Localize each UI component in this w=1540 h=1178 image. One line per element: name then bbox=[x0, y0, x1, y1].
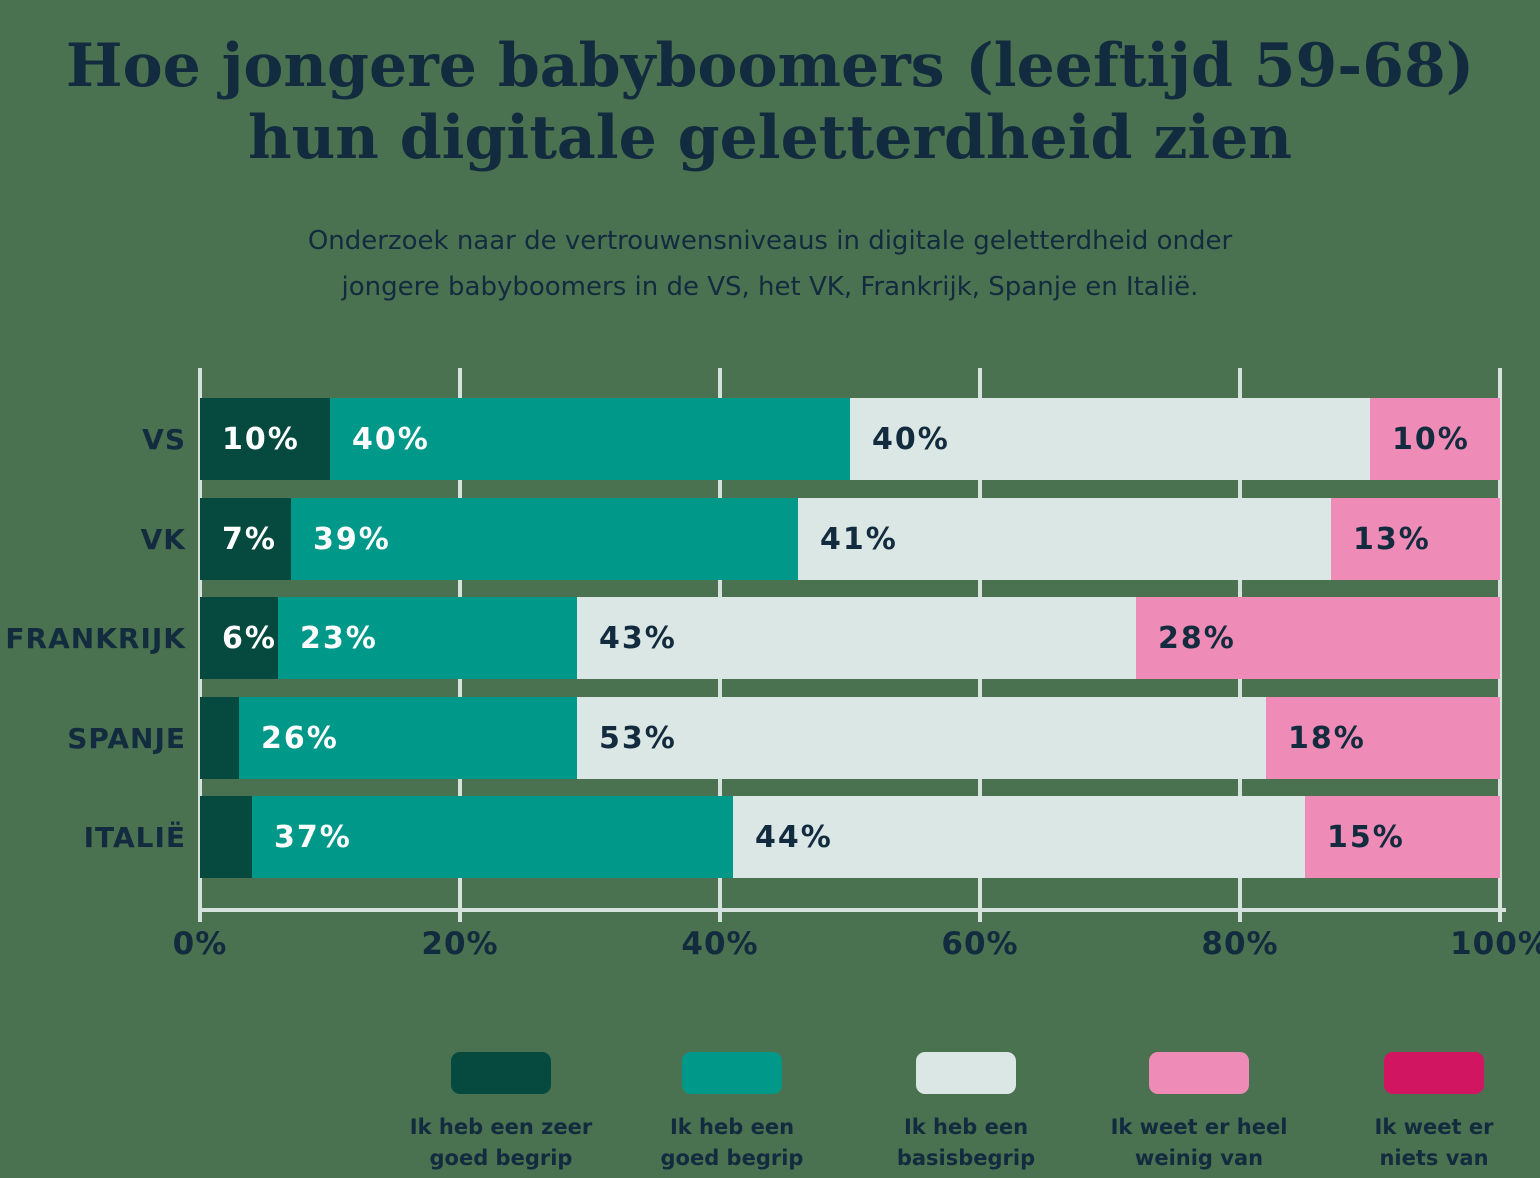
legend-item-2: Ik heb een goed begrip bbox=[607, 1052, 857, 1174]
legend-label-line2: weinig van bbox=[1134, 1146, 1264, 1170]
chart-subtitle-line2: jongere babyboomers in de VS, het VK, Fr… bbox=[341, 272, 1199, 302]
bar-segment: 23% bbox=[278, 597, 577, 679]
bar-segment-label: 6% bbox=[222, 620, 277, 656]
legend-label-line1: Ik weet er heel bbox=[1110, 1115, 1288, 1139]
legend-label-line2: basisbegrip bbox=[896, 1146, 1036, 1170]
legend-label-line2: goed begrip bbox=[429, 1146, 573, 1170]
legend-label-2: Ik heb een goed begrip bbox=[661, 1112, 804, 1174]
bar-segment-label: 10% bbox=[222, 421, 300, 457]
row-label-frankrijk: FRANKRIJK bbox=[5, 621, 186, 655]
bar-row-italië: 37% 44% 15% bbox=[200, 796, 1500, 878]
gridline-100 bbox=[1498, 368, 1502, 908]
bar-segment: 13% bbox=[1331, 498, 1500, 580]
bar-row-vk: 7% 39% 41% 13% bbox=[200, 498, 1500, 580]
legend-item-3: Ik heb een basisbegrip bbox=[841, 1052, 1091, 1174]
legend-label-line1: Ik heb een zeer bbox=[409, 1115, 593, 1139]
bar-segment: 18% bbox=[1266, 697, 1500, 779]
bar-segment: 40% bbox=[850, 398, 1370, 480]
axis-tick-label-80: 80% bbox=[1201, 926, 1279, 962]
chart-title-line2: hun digitale geletterdheid zien bbox=[247, 103, 1293, 173]
legend-label-line2: niets van bbox=[1379, 1146, 1489, 1170]
bar-segment-label: 40% bbox=[352, 421, 430, 457]
bar-segment-label: 13% bbox=[1353, 521, 1431, 557]
legend-label-3: Ik heb een basisbegrip bbox=[897, 1112, 1035, 1174]
chart-subtitle-line1: Onderzoek naar de vertrouwensniveaus in … bbox=[307, 226, 1233, 256]
legend-label-5: Ik weet er niets van bbox=[1375, 1112, 1494, 1174]
axis-tick-0 bbox=[198, 908, 202, 922]
legend-item-5: Ik weet er niets van bbox=[1309, 1052, 1540, 1174]
plot-area: 0% 20% 40% 60% 80% 100% 10% 40% 40% 10% 7% 39% 41% 13… bbox=[173, 368, 1540, 962]
bar-segment: 6% bbox=[200, 597, 278, 679]
row-label-vk: VK bbox=[140, 522, 186, 556]
bar-segment: 40% bbox=[330, 398, 850, 480]
bar-segment: 39% bbox=[291, 498, 798, 580]
bar-segment bbox=[200, 796, 252, 878]
legend-label-line1: Ik heb een bbox=[903, 1115, 1029, 1139]
legend-label-line1: Ik heb een bbox=[669, 1115, 795, 1139]
bar-segment-label: 44% bbox=[755, 819, 833, 855]
legend-swatch-4 bbox=[1149, 1052, 1249, 1094]
bar-segment: 10% bbox=[1370, 398, 1500, 480]
bar-segment: 7% bbox=[200, 498, 291, 580]
legend-item-1: Ik heb een zeer goed begrip bbox=[376, 1052, 626, 1174]
axis-tick-label-60: 60% bbox=[941, 926, 1019, 962]
bar-segment-label: 10% bbox=[1392, 421, 1470, 457]
axis-tick-80 bbox=[1238, 908, 1242, 922]
bar-row-spanje: 26% 53% 18% bbox=[200, 697, 1500, 779]
bar-segment bbox=[200, 697, 239, 779]
bar-segment-label: 15% bbox=[1327, 819, 1405, 855]
bar-segment: 41% bbox=[798, 498, 1331, 580]
bar-segment: 26% bbox=[239, 697, 577, 779]
row-label-italië: ITALIË bbox=[83, 820, 186, 854]
bar-segment: 44% bbox=[733, 796, 1305, 878]
axis-tick-label-100: 100% bbox=[1450, 926, 1540, 962]
row-label-spanje: SPANJE bbox=[67, 721, 186, 755]
row-label-vs: VS bbox=[142, 422, 186, 456]
bar-segment-label: 23% bbox=[300, 620, 378, 656]
bar-segment-label: 37% bbox=[274, 819, 352, 855]
axis-tick-label-0: 0% bbox=[172, 926, 228, 962]
legend-label-1: Ik heb een zeer goed begrip bbox=[410, 1112, 592, 1174]
bar-segment-label: 7% bbox=[222, 521, 277, 557]
axis-tick-label-40: 40% bbox=[681, 926, 759, 962]
bar-segment-label: 39% bbox=[313, 521, 391, 557]
bar-segment-label: 40% bbox=[872, 421, 950, 457]
axis-tick-100 bbox=[1498, 908, 1502, 922]
bar-segment: 10% bbox=[200, 398, 330, 480]
x-axis-line bbox=[198, 908, 1506, 912]
legend-label-line2: goed begrip bbox=[660, 1146, 804, 1170]
bar-segment-label: 53% bbox=[599, 720, 677, 756]
legend-label-4: Ik weet er heel weinig van bbox=[1111, 1112, 1288, 1174]
legend-swatch-1 bbox=[451, 1052, 551, 1094]
legend-swatch-5 bbox=[1384, 1052, 1484, 1094]
bar-segment-label: 26% bbox=[261, 720, 339, 756]
bar-segment-label: 43% bbox=[599, 620, 677, 656]
axis-tick-20 bbox=[458, 908, 462, 922]
bar-segment: 53% bbox=[577, 697, 1266, 779]
chart-title: Hoe jongere babyboomers (leeftijd 59-68)… bbox=[0, 30, 1540, 174]
axis-tick-label-20: 20% bbox=[421, 926, 499, 962]
chart-title-line1: Hoe jongere babyboomers (leeftijd 59-68) bbox=[65, 31, 1475, 101]
bar-segment-label: 41% bbox=[820, 521, 898, 557]
legend-swatch-2 bbox=[682, 1052, 782, 1094]
legend-swatch-3 bbox=[916, 1052, 1016, 1094]
bar-segment: 15% bbox=[1305, 796, 1500, 878]
bar-segment: 28% bbox=[1136, 597, 1500, 679]
chart-subtitle: Onderzoek naar de vertrouwensniveaus in … bbox=[0, 218, 1540, 310]
bar-segment: 37% bbox=[252, 796, 733, 878]
bar-row-vs: 10% 40% 40% 10% bbox=[200, 398, 1500, 480]
bar-segment-label: 18% bbox=[1288, 720, 1366, 756]
legend-item-4: Ik weet er heel weinig van bbox=[1074, 1052, 1324, 1174]
bar-segment: 43% bbox=[577, 597, 1136, 679]
bar-segment-label: 28% bbox=[1158, 620, 1236, 656]
axis-tick-40 bbox=[718, 908, 722, 922]
bar-row-frankrijk: 6% 23% 43% 28% bbox=[200, 597, 1500, 679]
axis-tick-60 bbox=[978, 908, 982, 922]
legend-label-line1: Ik weet er bbox=[1374, 1115, 1494, 1139]
